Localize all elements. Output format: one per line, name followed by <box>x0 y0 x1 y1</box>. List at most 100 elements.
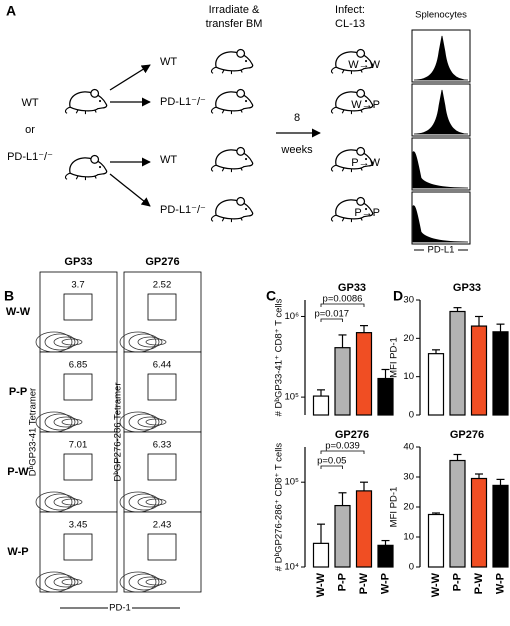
contour <box>119 571 157 593</box>
flow-plot-frame <box>39 351 118 433</box>
gate-value: 2.52 <box>153 280 172 291</box>
y-tick-label: 30 <box>403 472 414 483</box>
flow-plot-frame <box>39 431 118 513</box>
p-value: p=0.017 <box>314 309 349 320</box>
label: GP276 <box>145 256 179 268</box>
contour <box>128 573 160 591</box>
significance-bracket <box>320 450 365 454</box>
histogram-frame <box>411 137 471 191</box>
contour <box>145 498 167 506</box>
mouse-icon <box>64 154 108 181</box>
y-tick-label: 30 <box>403 295 414 306</box>
bar <box>355 332 373 416</box>
p-value: p=0.05 <box>317 456 346 467</box>
label: Infect: <box>335 4 365 16</box>
gate-value: 3.45 <box>69 520 88 531</box>
y-tick-label: 0 <box>409 410 414 421</box>
significance-bracket <box>320 318 343 322</box>
panel-label: A <box>6 3 16 19</box>
contour <box>145 338 167 346</box>
histogram <box>412 205 469 243</box>
label: DᵇGP276-286 Tetramer <box>113 383 124 482</box>
bar <box>492 484 509 568</box>
contour <box>61 578 83 586</box>
x-tick-label: P-P <box>451 573 463 591</box>
x-tick-label: P-W <box>473 572 485 594</box>
bar <box>312 542 330 568</box>
label: W-P <box>7 546 28 558</box>
mouse-icon <box>64 88 108 115</box>
gate-value: 3.7 <box>71 280 84 291</box>
contour <box>128 493 160 511</box>
gate <box>63 293 93 321</box>
gate-value: 2.43 <box>153 520 172 531</box>
label: weeks <box>280 144 313 156</box>
flow-plot-frame <box>123 351 202 433</box>
label: P→W <box>351 157 380 169</box>
x-tick-label: W-W <box>315 572 327 597</box>
x-tick-label: W-P <box>379 573 391 594</box>
mouse-icon <box>210 48 254 75</box>
significance-bracket <box>320 303 365 307</box>
panel-label: B <box>4 288 14 304</box>
contour <box>44 573 76 591</box>
y-tick-label: 10⁵ <box>284 477 299 488</box>
y-tick-label: 20 <box>403 333 414 344</box>
x-tick-label: W-P <box>494 573 506 594</box>
x-tick-label: P-W <box>358 572 370 594</box>
gate <box>63 453 93 481</box>
label: P→P <box>354 207 380 219</box>
label: P-W <box>7 466 29 478</box>
significance-bracket <box>320 465 343 469</box>
chart-title: GP33 <box>453 282 481 294</box>
contour <box>53 416 79 428</box>
contour <box>61 338 83 346</box>
contour <box>53 336 79 348</box>
mouse-icon <box>210 196 254 223</box>
bar <box>334 347 351 416</box>
label: PD-L1⁻/⁻ <box>160 204 206 216</box>
label: W→W <box>348 59 380 71</box>
label: WT <box>21 97 38 109</box>
panel-label: C <box>266 288 276 304</box>
y-tick-label: 0 <box>409 562 414 573</box>
histogram-frame <box>411 83 471 137</box>
bar <box>355 490 373 568</box>
chart-title: GP33 <box>338 282 366 294</box>
gate <box>147 293 177 321</box>
label: W-W <box>6 306 31 318</box>
bar <box>427 513 445 568</box>
contour <box>35 571 73 593</box>
contour <box>61 498 83 506</box>
histogram <box>413 35 469 81</box>
label: PD-L1 <box>428 245 455 256</box>
gate-value: 6.33 <box>153 440 172 451</box>
label: DᵇGP33-41 Tetramer <box>28 388 39 476</box>
label: transfer BM <box>206 18 263 30</box>
y-tick-label: 10 <box>403 371 414 382</box>
histogram-frame <box>411 29 471 83</box>
flow-plot-frame <box>123 511 202 593</box>
y-axis-label: # DᵇGP276-286⁺ CD8⁺ T cells <box>274 443 285 572</box>
contour <box>145 578 167 586</box>
bar <box>377 377 394 416</box>
contour <box>128 333 160 351</box>
contour <box>137 416 163 428</box>
contour <box>53 496 79 508</box>
label: Splenocytes <box>415 10 467 21</box>
y-axis-label: MFI PD-1 <box>389 487 400 528</box>
y-axis-label: # DᵇGP33-41⁺ CD8⁺ T cells <box>274 298 285 416</box>
contour <box>145 418 167 426</box>
contour <box>53 576 79 588</box>
y-tick-label: 10⁴ <box>284 562 299 573</box>
y-tick-label: 10⁶ <box>285 311 300 322</box>
label: 8 <box>294 112 300 124</box>
contour <box>44 333 76 351</box>
label: PD-L1⁻/⁻ <box>7 151 53 163</box>
bar <box>449 459 466 568</box>
gate-value: 6.44 <box>153 360 172 371</box>
arrow <box>109 64 151 91</box>
contour <box>137 336 163 348</box>
label: or <box>25 124 35 136</box>
y-tick-label: 20 <box>403 502 414 513</box>
